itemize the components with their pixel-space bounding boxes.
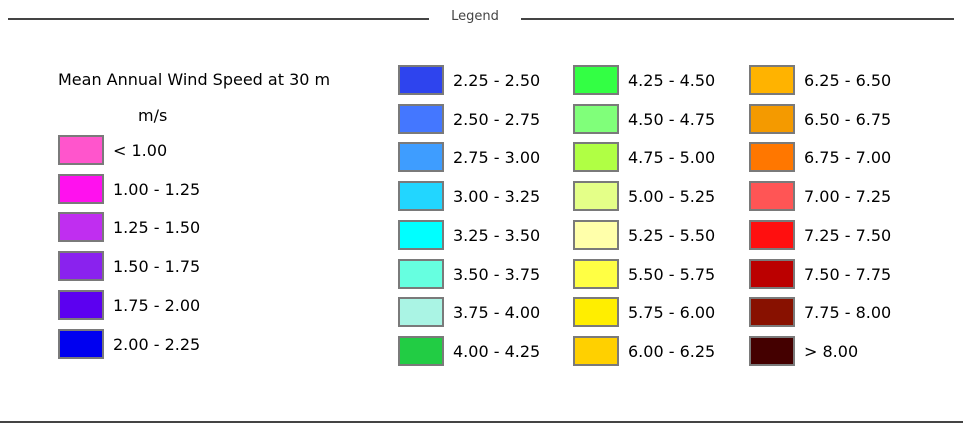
legend-entry-label: < 1.00 xyxy=(113,140,168,160)
legend-swatch xyxy=(398,104,444,134)
legend-entry-label: 5.00 - 5.25 xyxy=(628,186,716,206)
legend-entry-label: > 8.00 xyxy=(804,341,859,361)
legend-entry: 7.00 - 7.25 xyxy=(749,180,891,212)
legend-swatch xyxy=(749,220,795,250)
legend-entry-label: 6.75 - 7.00 xyxy=(804,147,892,167)
legend-entry: 4.75 - 5.00 xyxy=(573,141,715,173)
legend-swatch xyxy=(58,290,104,320)
legend-entry: 3.00 - 3.25 xyxy=(398,180,540,212)
legend-entry: 7.75 - 8.00 xyxy=(749,296,891,328)
legend-swatch xyxy=(573,142,619,172)
legend-entry-label: 4.25 - 4.50 xyxy=(628,70,716,90)
legend-heading: Legend xyxy=(451,9,499,24)
legend-entry-label: 7.75 - 8.00 xyxy=(804,302,892,322)
legend-entry: 5.25 - 5.50 xyxy=(573,219,715,251)
legend-entry-label: 1.75 - 2.00 xyxy=(113,295,201,315)
legend-entry-label: 7.00 - 7.25 xyxy=(804,186,892,206)
legend-divider-left xyxy=(8,18,429,20)
legend-swatch xyxy=(58,174,104,204)
legend-entry: 4.00 - 4.25 xyxy=(398,335,540,367)
legend-swatch xyxy=(58,251,104,281)
legend-swatch xyxy=(398,142,444,172)
legend-entry-label: 3.75 - 4.00 xyxy=(453,302,541,322)
legend-entry-label: 1.50 - 1.75 xyxy=(113,256,201,276)
legend-entry: 3.50 - 3.75 xyxy=(398,258,540,290)
legend-entry-label: 2.75 - 3.00 xyxy=(453,147,541,167)
legend-entry-label: 4.00 - 4.25 xyxy=(453,341,541,361)
legend-swatch xyxy=(573,181,619,211)
legend-entry: 5.75 - 6.00 xyxy=(573,296,715,328)
legend-swatch xyxy=(749,142,795,172)
legend-swatch xyxy=(573,336,619,366)
legend-swatch xyxy=(58,329,104,359)
legend-entry-label: 1.25 - 1.50 xyxy=(113,217,201,237)
legend-swatch xyxy=(749,65,795,95)
legend-swatch xyxy=(749,181,795,211)
legend-swatch xyxy=(398,220,444,250)
legend-entry: 1.25 - 1.50 xyxy=(58,211,200,243)
legend-entry-label: 1.00 - 1.25 xyxy=(113,179,201,199)
legend-entry-label: 4.50 - 4.75 xyxy=(628,109,716,129)
legend-entry: > 8.00 xyxy=(749,335,858,367)
legend-entry-label: 5.50 - 5.75 xyxy=(628,264,716,284)
legend-entry-label: 2.25 - 2.50 xyxy=(453,70,541,90)
legend-entry-label: 7.25 - 7.50 xyxy=(804,225,892,245)
layer-unit: m/s xyxy=(138,106,168,125)
legend-entry: 4.25 - 4.50 xyxy=(573,64,715,96)
bottom-divider xyxy=(0,421,963,423)
legend-swatch xyxy=(398,181,444,211)
legend-swatch xyxy=(58,135,104,165)
legend-swatch xyxy=(573,259,619,289)
legend-entry-label: 3.50 - 3.75 xyxy=(453,264,541,284)
legend-entry-label: 6.25 - 6.50 xyxy=(804,70,892,90)
legend-entry-label: 3.00 - 3.25 xyxy=(453,186,541,206)
legend-swatch xyxy=(58,212,104,242)
legend-entry-label: 5.75 - 6.00 xyxy=(628,302,716,322)
legend-entry: 2.75 - 3.00 xyxy=(398,141,540,173)
legend-entry: < 1.00 xyxy=(58,134,167,166)
legend-entry-label: 2.50 - 2.75 xyxy=(453,109,541,129)
legend-entry: 3.75 - 4.00 xyxy=(398,296,540,328)
legend-entry-label: 5.25 - 5.50 xyxy=(628,225,716,245)
legend-swatch xyxy=(398,65,444,95)
legend-entry-label: 3.25 - 3.50 xyxy=(453,225,541,245)
legend-swatch xyxy=(398,297,444,327)
legend-entry: 4.50 - 4.75 xyxy=(573,103,715,135)
layer-title: Mean Annual Wind Speed at 30 m xyxy=(58,70,331,89)
legend-swatch xyxy=(749,297,795,327)
legend-divider-right xyxy=(521,18,954,20)
legend-entry: 5.50 - 5.75 xyxy=(573,258,715,290)
legend-entry: 3.25 - 3.50 xyxy=(398,219,540,251)
legend-swatch xyxy=(398,336,444,366)
legend-swatch xyxy=(573,104,619,134)
legend-entry: 6.25 - 6.50 xyxy=(749,64,891,96)
legend-entry: 2.00 - 2.25 xyxy=(58,328,200,360)
legend-swatch xyxy=(749,104,795,134)
legend-entry: 1.00 - 1.25 xyxy=(58,173,200,205)
legend-entry: 6.50 - 6.75 xyxy=(749,103,891,135)
legend-entry: 7.25 - 7.50 xyxy=(749,219,891,251)
legend-entry-label: 2.00 - 2.25 xyxy=(113,334,201,354)
legend-swatch xyxy=(749,336,795,366)
legend-entry-label: 6.00 - 6.25 xyxy=(628,341,716,361)
legend-entry-label: 7.50 - 7.75 xyxy=(804,264,892,284)
legend-entry: 7.50 - 7.75 xyxy=(749,258,891,290)
legend-swatch xyxy=(573,297,619,327)
legend-swatch xyxy=(398,259,444,289)
legend-entry: 2.50 - 2.75 xyxy=(398,103,540,135)
legend-entry: 1.50 - 1.75 xyxy=(58,250,200,282)
legend-entry-label: 4.75 - 5.00 xyxy=(628,147,716,167)
legend-swatch xyxy=(573,65,619,95)
legend-entry: 6.00 - 6.25 xyxy=(573,335,715,367)
legend-entry-label: 6.50 - 6.75 xyxy=(804,109,892,129)
legend-entry: 6.75 - 7.00 xyxy=(749,141,891,173)
legend-entry: 1.75 - 2.00 xyxy=(58,289,200,321)
legend-entry: 2.25 - 2.50 xyxy=(398,64,540,96)
legend-entry: 5.00 - 5.25 xyxy=(573,180,715,212)
legend-swatch xyxy=(749,259,795,289)
legend-swatch xyxy=(573,220,619,250)
